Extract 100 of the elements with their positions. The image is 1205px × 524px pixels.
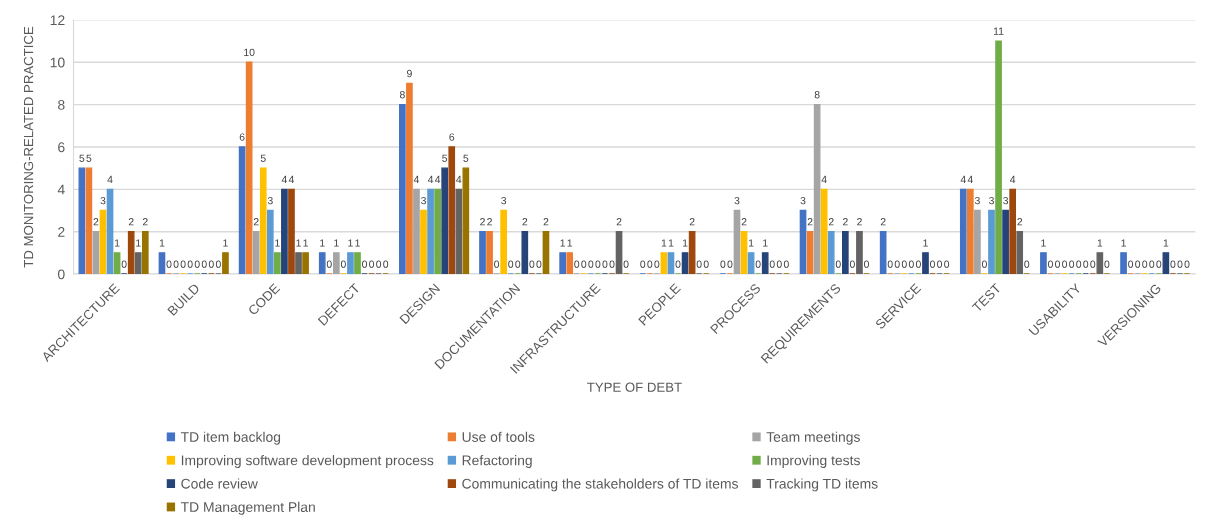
data-label: 0 <box>581 260 587 268</box>
data-label: 1 <box>136 239 141 247</box>
data-label: 0 <box>1128 260 1134 268</box>
data-label: 0 <box>720 260 726 268</box>
data-label: 1 <box>159 239 165 247</box>
y-tick-label: 2 <box>58 227 65 237</box>
data-label: 0 <box>640 260 646 268</box>
legend-label: Communicating the stakeholders of TD items <box>462 478 738 492</box>
data-label: 0 <box>937 260 943 268</box>
legend-label: Improving tests <box>767 455 860 469</box>
legend-label: Improving software development process <box>181 455 434 469</box>
data-label: 5 <box>463 154 469 162</box>
data-label: 9 <box>407 69 412 78</box>
data-label: 6 <box>239 133 245 141</box>
data-label: 0 <box>1024 260 1030 268</box>
legend-label: Team meetings <box>766 431 860 445</box>
legend-label: TD Management Plan <box>180 501 315 515</box>
data-label: 0 <box>908 260 914 268</box>
data-label: 3 <box>974 196 980 205</box>
data-label: 1 <box>1097 239 1103 247</box>
data-label: 0 <box>864 260 869 268</box>
data-label: 0 <box>173 260 179 268</box>
data-label: 1 <box>560 239 566 247</box>
data-label: 0 <box>1090 260 1096 268</box>
data-label: 3 <box>1003 196 1009 205</box>
data-label: 0 <box>835 260 841 268</box>
data-label: 0 <box>727 260 733 268</box>
data-label: 2 <box>741 218 747 226</box>
legend-label: Tracking TD items <box>766 478 878 492</box>
data-label: 0 <box>383 260 389 268</box>
data-label: 2 <box>857 218 862 226</box>
y-tick-label: 10 <box>50 57 65 68</box>
data-label: 3 <box>267 196 273 205</box>
data-label: 1 <box>682 239 688 247</box>
data-label: 1 <box>303 239 308 247</box>
data-label: 0 <box>201 260 207 268</box>
data-label: 4 <box>288 175 295 184</box>
data-label: 2 <box>487 218 492 226</box>
data-label: 1 <box>661 239 667 247</box>
data-label: 0 <box>121 260 127 268</box>
data-label: 0 <box>944 260 950 268</box>
data-label: 0 <box>1083 260 1089 268</box>
data-label: 1 <box>1041 239 1046 247</box>
data-label: 0 <box>675 260 681 268</box>
data-label: 1 <box>320 239 325 247</box>
data-label: 0 <box>981 260 987 268</box>
data-label: 1 <box>567 239 573 247</box>
data-label: 3 <box>989 196 994 205</box>
legend-label: Refactoring <box>462 455 532 469</box>
data-label: 0 <box>783 260 789 268</box>
data-label: 0 <box>1047 260 1053 268</box>
data-label: 1 <box>115 239 120 247</box>
data-label: 2 <box>522 218 528 226</box>
data-label: 3 <box>734 196 740 205</box>
y-tick-label: 4 <box>57 184 65 195</box>
data-label: 0 <box>1177 260 1183 268</box>
data-label: 1 <box>749 239 754 247</box>
data-label: 4 <box>413 175 420 184</box>
data-label: 0 <box>508 260 514 268</box>
data-label: 1 <box>1163 239 1169 247</box>
y-tick-label: 12 <box>50 15 65 25</box>
data-label: 0 <box>1104 260 1110 268</box>
data-label: 0 <box>187 260 193 268</box>
data-label: 0 <box>180 260 186 268</box>
data-label: 0 <box>755 260 761 268</box>
data-label: 0 <box>1149 260 1155 268</box>
data-label: 2 <box>142 218 148 226</box>
legend-label: Use of tools <box>462 431 535 442</box>
x-axis-title: TYPE OF DEBT <box>587 382 682 392</box>
data-label: 3 <box>800 196 806 205</box>
data-label: 10 <box>244 48 255 57</box>
data-label: 0 <box>915 260 921 268</box>
legend-label: Code review <box>181 478 258 489</box>
data-label: 0 <box>376 260 382 268</box>
y-axis-title: TD MONITORING-RELATED PRACTICE <box>23 26 34 268</box>
data-label: 0 <box>208 260 214 268</box>
data-label: 0 <box>529 260 535 268</box>
data-label: 2 <box>828 218 834 226</box>
y-tick-label: 8 <box>58 99 65 110</box>
data-label: 1 <box>348 239 353 247</box>
data-label: 11 <box>993 27 1004 35</box>
data-label: 0 <box>166 260 172 268</box>
data-label: 1 <box>923 239 928 247</box>
data-label: 5 <box>86 154 92 162</box>
data-label: 0 <box>602 260 608 268</box>
data-label: 2 <box>616 218 622 226</box>
data-label: 8 <box>399 91 405 99</box>
data-label: 0 <box>574 260 580 268</box>
data-label: 4 <box>967 175 973 184</box>
data-label: 3 <box>501 196 507 205</box>
data-label: 3 <box>100 196 106 205</box>
data-label: 4 <box>434 175 441 184</box>
data-label: 0 <box>595 260 601 268</box>
y-tick-label: 0 <box>57 269 65 280</box>
data-label: 0 <box>1170 260 1176 268</box>
data-label: 0 <box>1184 260 1190 268</box>
data-label: 0 <box>1062 260 1068 268</box>
data-label: 0 <box>1055 260 1061 268</box>
data-label: 0 <box>1069 260 1075 268</box>
data-label: 0 <box>901 260 907 268</box>
